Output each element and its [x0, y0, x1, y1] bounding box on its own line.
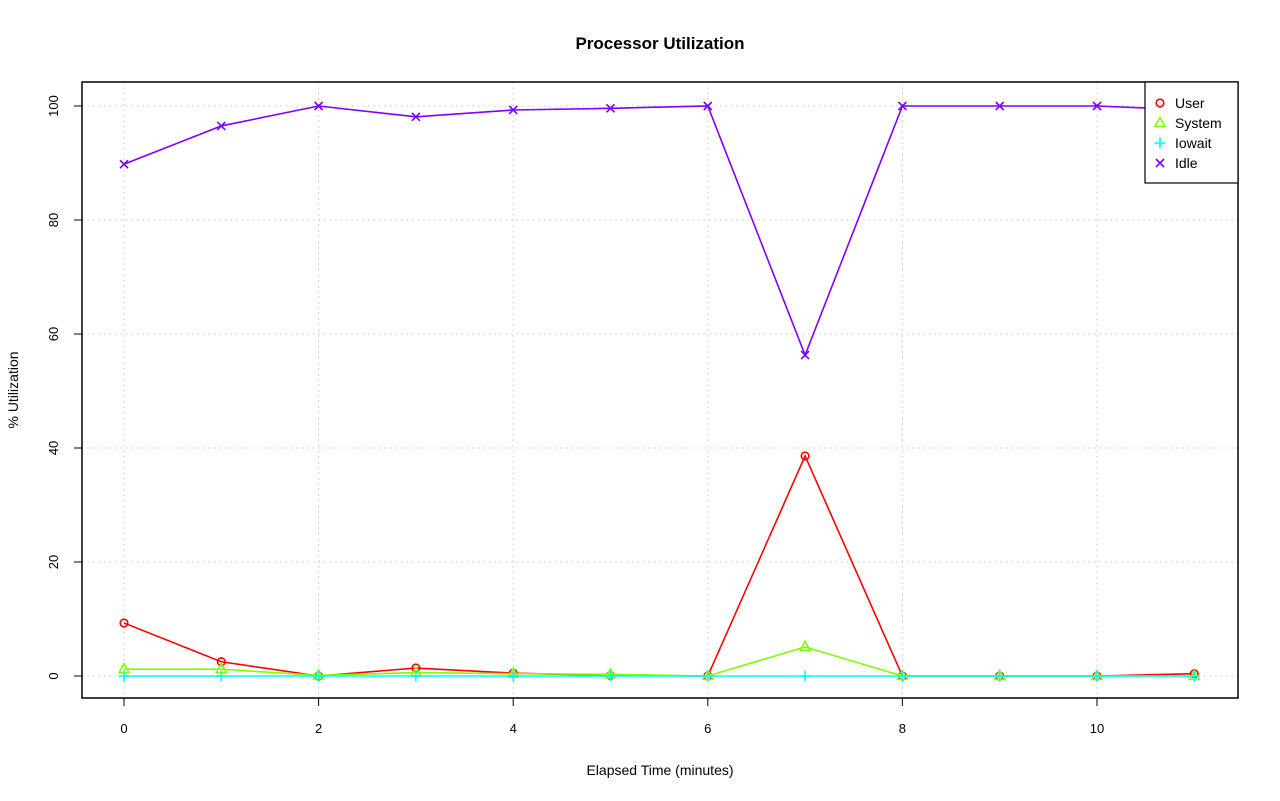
- idle-point: [605, 103, 616, 113]
- idle-point: [897, 101, 907, 111]
- iowait-point: [1188, 670, 1200, 682]
- iowait-point: [507, 670, 519, 682]
- x-tick-label: 0: [120, 721, 127, 736]
- legend-user-icon: [1155, 98, 1165, 108]
- iowait-point: [702, 670, 714, 682]
- iowait-point: [118, 670, 130, 682]
- user-point: [216, 657, 226, 667]
- series-idle: [119, 101, 1199, 360]
- y-tick-label: 80: [46, 213, 61, 227]
- iowait-point: [215, 670, 227, 682]
- y-tick-label: 20: [46, 555, 61, 569]
- iowait-point: [1091, 670, 1103, 682]
- idle-point: [800, 350, 810, 360]
- y-axis-label: % Utilization: [5, 351, 21, 428]
- iowait-point: [313, 670, 325, 682]
- x-tick-label: 10: [1090, 721, 1104, 736]
- system-point: [798, 639, 812, 652]
- idle-point: [995, 101, 1005, 111]
- series-user: [119, 451, 1199, 681]
- grid: [82, 82, 1238, 698]
- y-tick-label: 0: [46, 672, 61, 679]
- user-line: [123, 454, 1195, 677]
- idle-point: [411, 112, 421, 122]
- iowait-point: [410, 670, 422, 682]
- legend-label: Idle: [1175, 155, 1198, 171]
- y-tick-label: 100: [46, 95, 61, 117]
- legend-label: System: [1175, 115, 1222, 131]
- chart-title: Processor Utilization: [575, 34, 744, 53]
- x-tick-label: 2: [315, 721, 322, 736]
- idle-point: [703, 101, 713, 111]
- legend-idle-icon: [1155, 158, 1165, 168]
- x-axis-label: Elapsed Time (minutes): [586, 762, 733, 778]
- x-tick-label: 8: [899, 721, 906, 736]
- legend: User System Iowait Idle: [1144, 81, 1239, 184]
- idle-point: [119, 159, 129, 169]
- user-point: [119, 618, 129, 628]
- idle-point: [314, 101, 324, 111]
- x-tick-label: 4: [510, 721, 517, 736]
- idle-point: [1092, 101, 1102, 111]
- y-tick-label: 40: [46, 441, 61, 455]
- series-iowait: [118, 670, 1200, 682]
- iowait-point: [799, 670, 811, 682]
- legend-label: Iowait: [1175, 135, 1212, 151]
- iowait-point: [896, 670, 908, 682]
- x-tick-label: 6: [704, 721, 711, 736]
- idle-point: [216, 121, 226, 131]
- plot-frame: [81, 81, 1239, 699]
- series-group: [117, 101, 1201, 682]
- iowait-point: [605, 670, 616, 682]
- legend-system-icon: [1153, 115, 1167, 128]
- y-tick-label: 60: [46, 327, 61, 341]
- idle-line: [123, 105, 1195, 358]
- idle-point: [508, 105, 518, 115]
- iowait-point: [994, 670, 1006, 682]
- legend-label: User: [1175, 95, 1205, 111]
- legend-iowait-icon: [1154, 137, 1166, 149]
- user-point: [800, 451, 810, 461]
- series-system: [117, 639, 1201, 681]
